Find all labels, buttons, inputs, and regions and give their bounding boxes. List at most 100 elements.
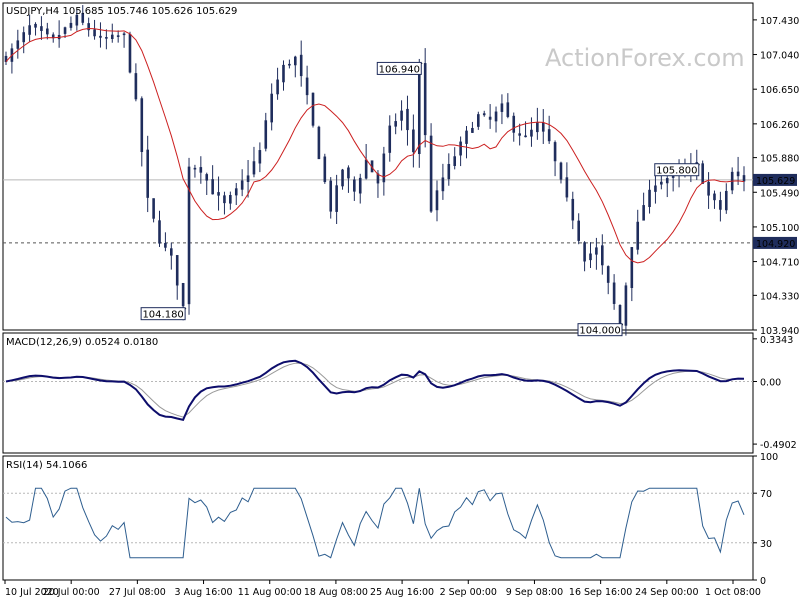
candle-body (128, 33, 132, 73)
candle-body (234, 188, 238, 196)
candle-body (122, 33, 126, 36)
price-annotation-label: 106.940 (379, 64, 420, 75)
time-axis-label: 11 Aug 00:00 (238, 587, 302, 598)
candle-body (69, 22, 73, 28)
price-axis-label: 105.100 (760, 223, 799, 234)
current-price-badge-bg (753, 173, 797, 186)
moving-average-line (5, 27, 745, 264)
time-axis-label: 25 Aug 16:00 (370, 587, 434, 598)
candle-body (471, 127, 474, 133)
candle-body (252, 161, 256, 175)
candle-body (264, 120, 268, 149)
candle-body (305, 77, 309, 96)
candle-body (353, 179, 356, 192)
candle-body (276, 79, 279, 95)
candle-body (388, 125, 392, 153)
support-level-badge-bg (753, 236, 797, 249)
candle-body (347, 167, 350, 179)
candle-body (589, 253, 592, 261)
price-panel-frame (2, 2, 754, 331)
candle-body (63, 27, 67, 34)
candle-body (707, 181, 710, 196)
candle-body (193, 167, 197, 170)
candle-body (16, 40, 20, 49)
price-axis-label: 103.940 (760, 326, 799, 337)
candle-body (158, 220, 161, 244)
candle-body (99, 35, 102, 38)
candle-body (311, 92, 315, 126)
candle-body (28, 25, 31, 35)
candle-body (595, 247, 598, 255)
candle-body (22, 32, 26, 43)
price-annotation-label: 104.180 (142, 310, 183, 321)
candle-body (205, 174, 209, 181)
candle-body (270, 93, 273, 123)
price-axis-label: 106.650 (760, 85, 799, 96)
candle-body (648, 189, 651, 208)
macd-axis-label: 0.00 (760, 378, 781, 389)
candle-body (110, 34, 114, 40)
candle-body (317, 126, 321, 160)
candle-body (701, 163, 704, 184)
candle-body (654, 185, 657, 192)
candles (4, 5, 746, 336)
candle-body (494, 111, 498, 122)
candle-body (423, 63, 427, 136)
watermark: ActionForex.com (545, 44, 745, 72)
candle-body (630, 247, 634, 289)
time-axis-label: 2 Sep 00:00 (440, 587, 497, 598)
macd-line (5, 359, 745, 421)
candle-body (536, 122, 539, 133)
price-axis-label: 106.260 (760, 120, 799, 131)
rsi-panel-frame (2, 455, 754, 581)
candle-body (217, 192, 220, 196)
candle-body (665, 178, 669, 184)
candle-body (175, 255, 179, 286)
price-annotation-box (577, 323, 623, 337)
rsi-axis-label: 70 (760, 489, 772, 500)
candle-body (81, 13, 85, 23)
candle-body (329, 180, 333, 212)
candle-body (46, 28, 49, 35)
candle-body (547, 129, 551, 142)
macd-header: MACD(12,26,9) 0.0524 0.0180 (6, 337, 158, 348)
candle-body (577, 220, 580, 241)
candle-body (400, 110, 403, 121)
candle-body (105, 37, 108, 39)
candle-body (358, 177, 362, 194)
candle-body (429, 135, 433, 212)
candle-body (93, 29, 96, 37)
price-axis-label: 107.040 (760, 51, 799, 62)
candle-body (465, 130, 468, 144)
chart-header: USDJPY,H4 105.685 105.746 105.626 105.62… (6, 6, 237, 17)
candle-body (612, 282, 616, 304)
time-axis-label: 18 Aug 08:00 (304, 587, 368, 598)
price-axis-label: 105.490 (760, 188, 799, 199)
candle-body (140, 98, 144, 152)
price-annotation-box (654, 163, 700, 177)
candle-body (435, 190, 439, 211)
candle-body (164, 243, 167, 248)
price-annotation-label: 104.000 (579, 326, 620, 337)
candle-body (170, 248, 173, 256)
candle-body (335, 185, 338, 212)
price-axis-label: 105.880 (760, 154, 799, 165)
rsi-header: RSI(14) 54.1066 (6, 460, 87, 471)
candle-body (181, 282, 185, 307)
macd-panel-frame (2, 332, 754, 454)
time-axis-label: 24 Sep 00:00 (635, 587, 698, 598)
candle-body (506, 102, 510, 117)
candle-body (394, 121, 397, 127)
price-axis-label: 104.330 (760, 291, 799, 302)
candle-body (441, 177, 445, 192)
support-level-badge: 104.920 (756, 239, 795, 250)
candle-body (288, 63, 291, 66)
candle-body (742, 175, 746, 182)
candle-body (636, 221, 640, 250)
time-axis-label: 10 Jul 2020 (5, 587, 59, 598)
candle-body (559, 162, 563, 180)
candle-body (134, 73, 138, 100)
candle-body (229, 195, 232, 204)
candle-body (152, 198, 155, 219)
time-axis-label: 20 Jul 00:00 (43, 587, 100, 598)
